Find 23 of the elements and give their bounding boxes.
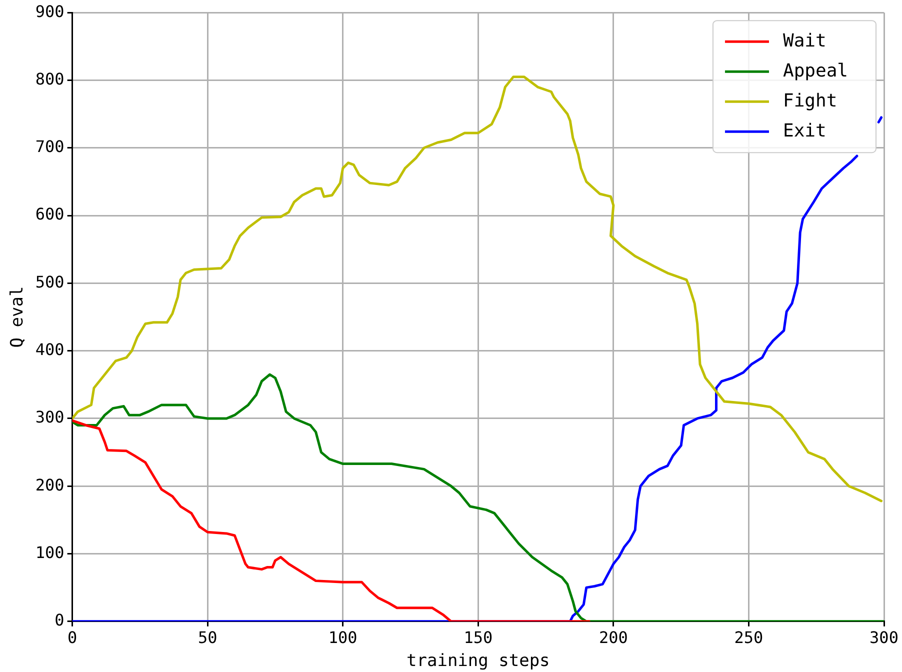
x-tick-label: 50	[198, 628, 218, 648]
y-axis-title: Q eval	[8, 286, 28, 348]
y-tick-label: 700	[35, 137, 64, 156]
legend-label: Appeal	[782, 60, 848, 82]
x-axis-title: training steps	[406, 651, 550, 672]
x-tick-label: 250	[734, 628, 764, 648]
x-tick-label: 100	[328, 628, 358, 648]
legend-label: Exit	[782, 120, 826, 142]
y-tick-label: 0	[54, 610, 64, 630]
y-tick-label: 200	[35, 475, 64, 494]
y-tick-label: 900	[35, 2, 64, 21]
y-tick-label: 600	[35, 204, 64, 224]
x-tick-label: 150	[464, 628, 493, 648]
y-tick-label: 300	[35, 408, 64, 427]
y-tick-label: 400	[35, 340, 64, 359]
x-tick-label: 300	[870, 628, 898, 648]
x-tick-label: 0	[67, 628, 78, 648]
x-tick-label: 200	[598, 628, 628, 648]
legend-label: Fight	[782, 90, 838, 112]
legend-label: Wait	[782, 30, 826, 52]
y-tick-label: 500	[35, 272, 64, 292]
y-tick-label: 100	[35, 542, 64, 562]
y-tick-label: 800	[35, 69, 64, 88]
